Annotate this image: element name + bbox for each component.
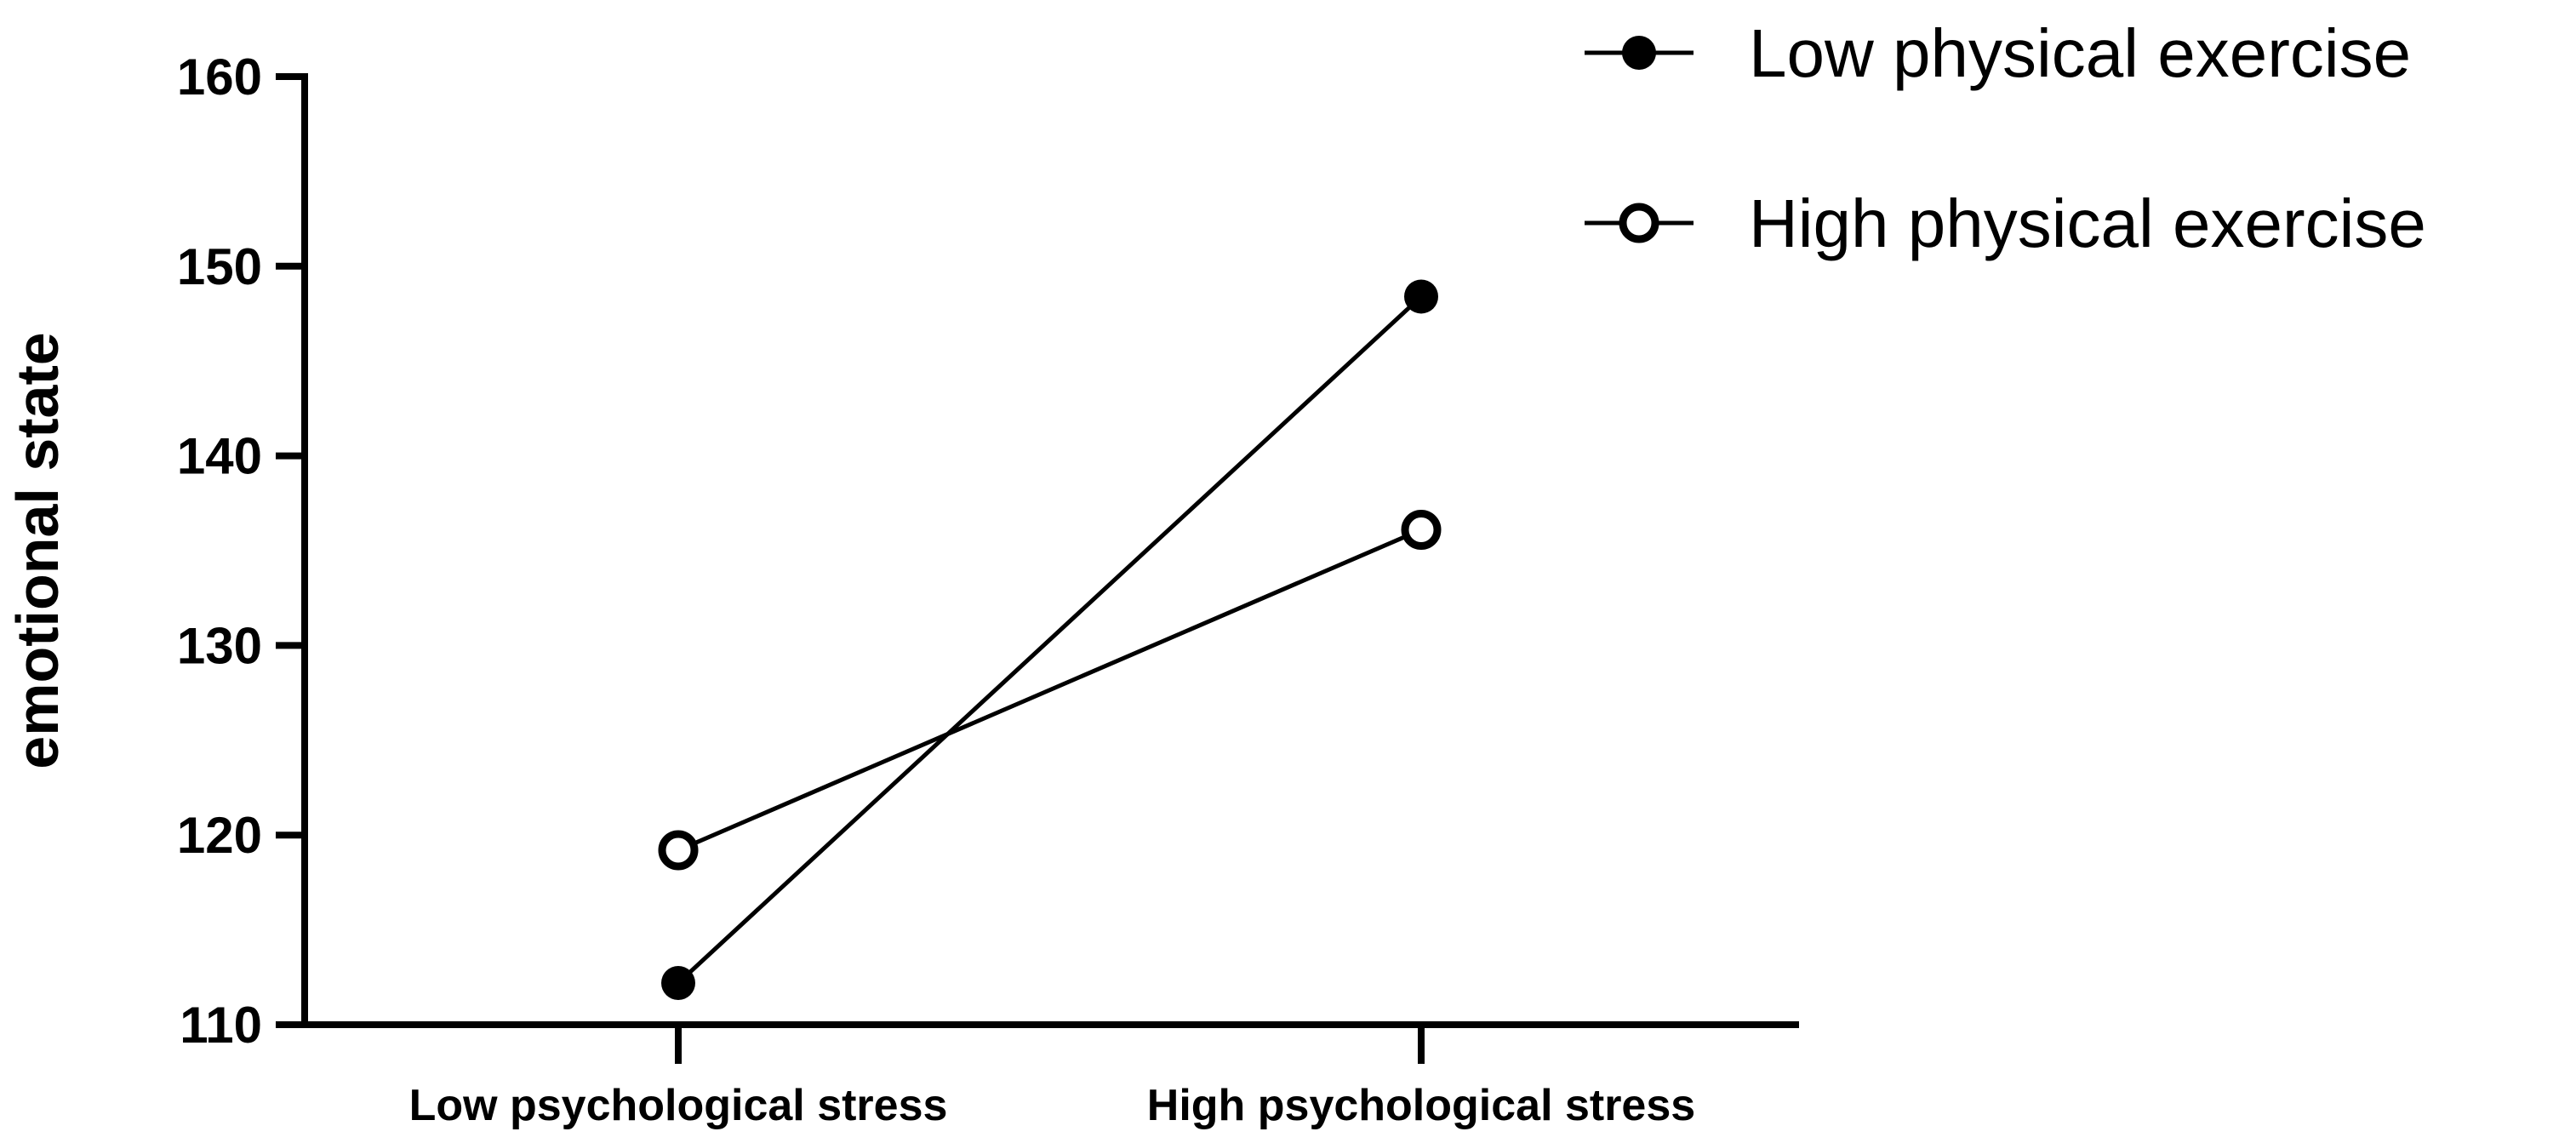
legend-marker-filled	[1622, 36, 1656, 70]
data-point-filled	[661, 965, 695, 1000]
y-tick-label: 160	[177, 49, 262, 106]
legend-item: High physical exercise	[1585, 186, 2426, 261]
series-1	[661, 279, 1438, 1000]
x-tick-label: Low psychological stress	[409, 1081, 948, 1130]
y-tick-label: 140	[177, 428, 262, 485]
legend-label: Low physical exercise	[1749, 15, 2411, 91]
data-point-open	[658, 830, 699, 871]
series-line	[677, 528, 1422, 853]
y-tick-label: 150	[177, 238, 262, 295]
data-point-open	[1401, 509, 1442, 550]
data-point-filled	[1404, 279, 1438, 314]
y-axis-label: emotional state	[4, 332, 71, 769]
legend-marker-open	[1619, 203, 1659, 243]
y-tick-label: 130	[177, 617, 262, 674]
y-tick-label: 110	[180, 997, 262, 1054]
x-ticks: Low psychological stress High psychologic…	[409, 1025, 1695, 1130]
series-line	[677, 294, 1423, 985]
legend-item: Low physical exercise	[1585, 15, 2411, 91]
y-tick-label: 120	[177, 807, 262, 864]
series-2	[658, 509, 1442, 871]
legend: Low physical exercise High physical exerc…	[1585, 15, 2426, 261]
x-tick-label: High psychological stress	[1147, 1081, 1695, 1130]
legend-label: High physical exercise	[1749, 186, 2426, 261]
axes	[301, 73, 1799, 1028]
y-ticks: 110 120 130 140 150 160	[177, 49, 305, 1054]
series-layer	[658, 279, 1442, 1000]
